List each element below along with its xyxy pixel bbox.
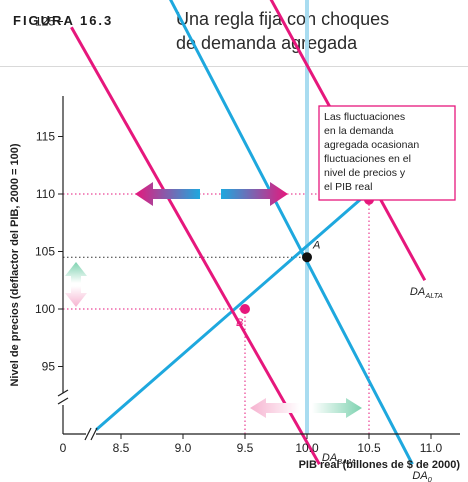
- ticks: 8.59.09.510.010.511.09510010511011512513…: [35, 15, 443, 456]
- y-axis-break-mark-2: [57, 397, 69, 405]
- curves: [70, 0, 427, 465]
- x-tick-label-10.5: 10.5: [357, 441, 381, 455]
- annotation-box: Las fluctuaciones en la demanda agregada…: [318, 105, 456, 201]
- header-divider: [0, 66, 468, 67]
- origin-label: 0: [60, 441, 67, 455]
- right-shift-arrow: [221, 182, 288, 206]
- shift-arrows: [65, 182, 362, 418]
- figure-label: FIGURA 16.3: [13, 13, 114, 28]
- guide-lines: [63, 193, 370, 434]
- label-da-alta: DAALTA: [410, 286, 443, 300]
- point-label-a: A: [312, 239, 320, 251]
- curve-da-alta: [269, 0, 427, 281]
- y-tick-label-95: 95: [42, 360, 56, 374]
- x-axis-break-mark-2: [90, 427, 98, 441]
- y-tick-label-110: 110: [36, 187, 55, 201]
- x-tick-label-9.5: 9.5: [237, 441, 254, 455]
- x-tick-label-9.0: 9.0: [175, 441, 192, 455]
- axes: [57, 96, 460, 441]
- y-tick-label-115: 115: [36, 130, 55, 144]
- y-tick-label-100: 100: [35, 302, 55, 316]
- annotation-box-frame: [318, 105, 456, 201]
- label-da-0: DA0: [412, 470, 432, 482]
- point-a: [302, 252, 312, 263]
- annotation-line-2: en la demanda: [324, 125, 394, 137]
- y-axis-break-mark-1: [57, 389, 69, 397]
- bottom-left-arrow: [250, 398, 300, 418]
- y-tick-label-105: 105: [35, 245, 55, 259]
- left-shift-arrow: [135, 182, 200, 206]
- x-tick-label-11.0: 11.0: [420, 441, 443, 455]
- x-axis-break-mark-1: [84, 427, 92, 441]
- annotation-line-6: el PIB real: [324, 181, 372, 193]
- point-label-b: B: [236, 317, 243, 329]
- annotation-line-1: Las fluctuaciones: [324, 111, 405, 123]
- y-tick-label-125: 125: [35, 15, 55, 29]
- down-arrow: [65, 286, 87, 307]
- curve-oac: [95, 158, 408, 431]
- curve-da-0: [169, 0, 414, 465]
- point-b: [240, 304, 250, 314]
- bottom-right-arrow: [312, 398, 362, 418]
- annotation-line-4: fluctuaciones en el: [324, 153, 411, 165]
- y-axis-title: Nivel de precios (deflactor del PIB, 200…: [9, 143, 21, 386]
- x-axis-title: PIB real (billones de $ de 2000): [299, 459, 461, 471]
- up-arrow: [65, 262, 87, 283]
- x-tick-label-10.0: 10.0: [295, 441, 319, 455]
- curve-da-baja: [70, 26, 321, 465]
- figure-title-line-2: de demanda agregada: [176, 33, 358, 53]
- annotation-line-3: agregada ocasionan: [324, 139, 419, 151]
- x-tick-label-8.5: 8.5: [113, 441, 130, 455]
- annotation-line-5: nivel de precios y: [324, 167, 406, 179]
